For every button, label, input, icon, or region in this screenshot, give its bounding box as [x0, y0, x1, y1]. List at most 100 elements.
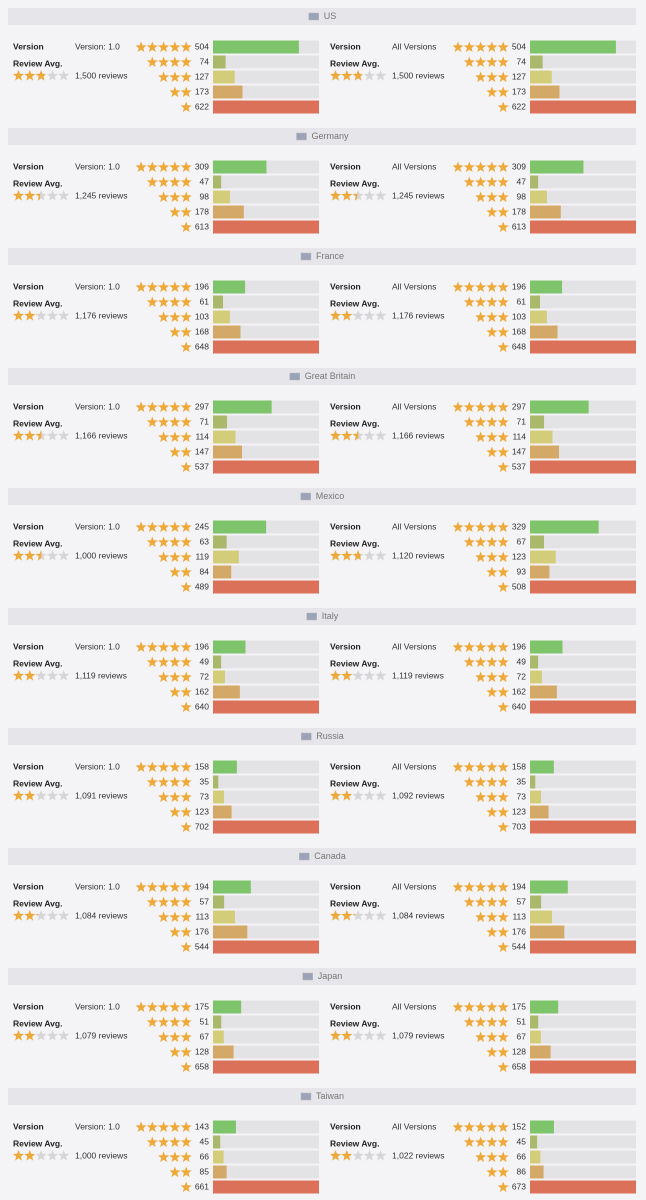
rating-count: 196 [195, 281, 209, 291]
star-icon [46, 1150, 58, 1161]
rating-count: 128 [512, 1046, 526, 1056]
star-icon [169, 1016, 181, 1028]
star-icon [158, 416, 170, 428]
star-icon [475, 41, 487, 53]
star-icon [180, 941, 192, 953]
star-icon [475, 401, 487, 413]
rating-bar [530, 1135, 538, 1149]
star-icon [158, 1121, 170, 1133]
version-label: Version [330, 761, 361, 771]
bar-track [530, 1045, 636, 1059]
rating-bar [213, 445, 243, 459]
star-icon [58, 1030, 70, 1041]
rating-bar [213, 895, 225, 909]
rating-bar [213, 280, 246, 294]
star-icon [158, 281, 170, 293]
star-icon [486, 416, 498, 428]
bar-track [530, 910, 636, 924]
star-icon [375, 310, 387, 321]
star-icon [169, 896, 181, 908]
star-icon [486, 1046, 498, 1058]
star-icon [452, 521, 464, 533]
rating-count: 67 [517, 536, 527, 546]
rating-count: 196 [512, 641, 526, 651]
rating-bar [213, 790, 225, 804]
star-icon [169, 41, 181, 53]
star-icon [330, 70, 341, 81]
flag-icon [296, 132, 307, 141]
star-icon [158, 896, 170, 908]
star-icon [497, 191, 509, 203]
star-icon [180, 821, 192, 833]
star-icon [497, 521, 509, 533]
star-icon [180, 656, 192, 668]
star-icon [486, 686, 498, 698]
star-icon [352, 310, 364, 321]
rating-count: 45 [200, 1136, 210, 1146]
star-icon [13, 910, 24, 921]
rating-count: 658 [512, 1061, 526, 1071]
review-avg-label: Review Avg. [330, 898, 379, 908]
version-label: Version [13, 641, 44, 651]
bar-track [530, 535, 636, 549]
star-icon [158, 1016, 170, 1028]
flag-icon [306, 612, 317, 621]
star-icon [169, 1121, 181, 1133]
bar-track [530, 550, 636, 564]
rating-bar [213, 430, 236, 444]
bar-track [213, 1015, 319, 1029]
rating-bar [530, 685, 557, 699]
rating-count: 49 [200, 656, 210, 666]
star-icon [180, 581, 192, 593]
star-icon [158, 401, 170, 413]
rating-count: 127 [512, 71, 526, 81]
rating-bar [213, 310, 230, 324]
rating-bar [530, 1015, 539, 1029]
star-icon [497, 881, 509, 893]
rating-bar [213, 85, 243, 99]
rating-bar [530, 40, 616, 54]
rating-count: 178 [195, 206, 209, 216]
rating-bar [530, 775, 536, 789]
star-icon [169, 806, 181, 818]
bar-track [213, 295, 319, 309]
star-icon [180, 686, 192, 698]
star-icon [169, 206, 181, 218]
rating-count: 196 [512, 281, 526, 291]
version-label: Version [13, 1121, 44, 1131]
star-icon [46, 70, 58, 81]
star-icon [180, 161, 192, 173]
rating-count: 35 [200, 776, 210, 786]
section-header [8, 968, 636, 985]
review-count: 1,500 reviews [75, 70, 127, 80]
bar-track [530, 1120, 636, 1134]
bar-track [213, 430, 319, 444]
star-icon [169, 1001, 181, 1013]
rating-bar [213, 700, 319, 714]
star-icon [135, 641, 147, 653]
star-icon [486, 206, 498, 218]
star-icon [158, 1136, 170, 1148]
rating-bar [530, 520, 599, 534]
rating-bar [213, 940, 319, 954]
star-icon [341, 550, 353, 561]
star-icon [169, 551, 181, 563]
star-icon [497, 1181, 509, 1193]
star-icon [180, 926, 192, 938]
star-icon [146, 641, 158, 653]
star-icon [158, 536, 170, 548]
rating-bar [530, 880, 568, 894]
rating-count: 98 [517, 191, 527, 201]
star-icon [497, 1121, 509, 1133]
star-icon [46, 190, 58, 201]
version-value: All Versions [392, 161, 436, 171]
star-icon [180, 56, 192, 68]
rating-bar [213, 535, 227, 549]
star-icon [486, 401, 498, 413]
star-icon [169, 1031, 181, 1043]
star-icon [169, 71, 181, 83]
star-icon [158, 656, 170, 668]
star-icon [475, 551, 487, 563]
star-icon [475, 911, 487, 923]
star-icon [58, 310, 70, 321]
